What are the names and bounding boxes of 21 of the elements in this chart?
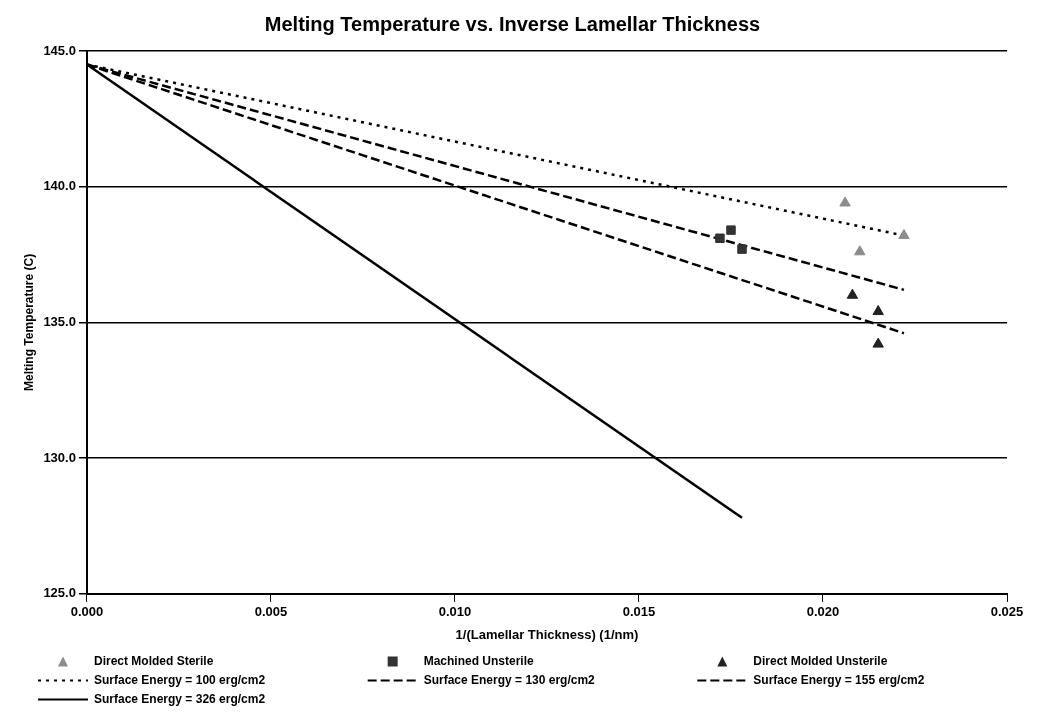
- legend-label: Surface Energy = 100 erg/cm2: [94, 672, 266, 687]
- x-tick-label: 0.015: [622, 604, 656, 620]
- y-tick-label: 140.0: [43, 178, 76, 194]
- legend-label: Direct Molded Unsterile: [753, 653, 888, 668]
- legend-label: Surface Energy = 155 erg/cm2: [753, 672, 925, 687]
- x-axis-title: 1/(Lamellar Thickness) (1/nm): [455, 626, 639, 642]
- y-tick-label: 145.0: [43, 42, 76, 58]
- legend-label: Surface Energy = 326 erg/cm2: [94, 691, 266, 706]
- y-axis-title: Melting Temperature (C): [21, 253, 36, 391]
- x-tick-label: 0.005: [254, 604, 288, 620]
- x-tick-label: 0.000: [70, 604, 104, 620]
- legend-label: Direct Molded Sterile: [94, 653, 214, 668]
- x-tick-label: 0.010: [438, 604, 472, 620]
- legend-label: Surface Energy = 130 erg/cm2: [423, 672, 596, 687]
- y-tick-label: 130.0: [43, 449, 76, 465]
- chart-title: Melting Temperature vs. Inverse Lamellar Thickness: [264, 12, 761, 35]
- legend-label: Machined Unsterile: [423, 653, 535, 668]
- y-tick-label: 135.0: [43, 313, 76, 329]
- y-tick-label: 125.0: [43, 585, 76, 601]
- x-tick-label: 0.020: [806, 604, 840, 620]
- x-tick-label: 0.025: [990, 604, 1024, 620]
